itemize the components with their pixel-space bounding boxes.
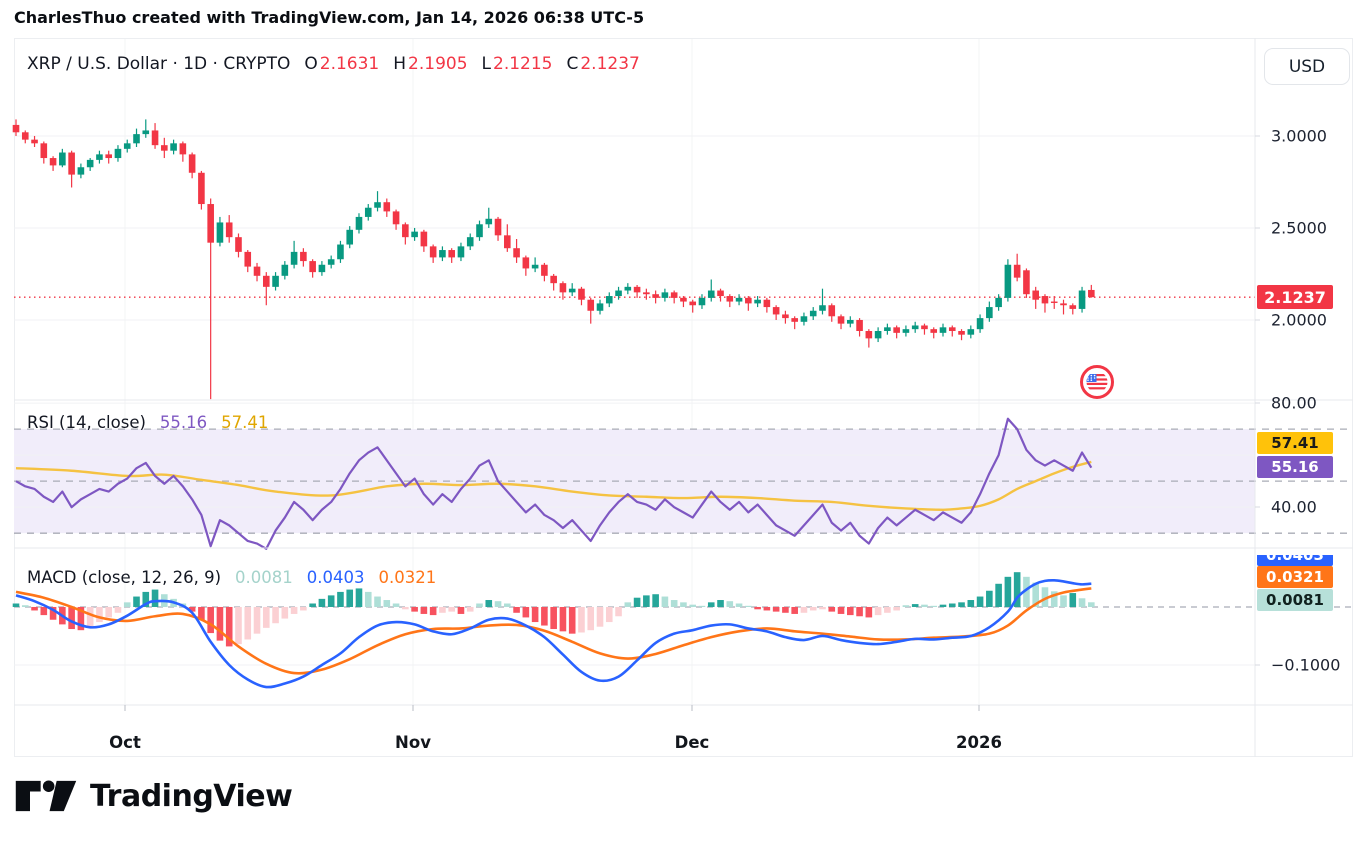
signal-badge: 0.0321	[1257, 566, 1333, 588]
rsi-value: 55.16	[159, 413, 208, 432]
tradingview-logo-mark	[15, 780, 77, 812]
rsi-ma-line	[15, 460, 1092, 511]
axis-label: 2.0000	[1271, 310, 1327, 330]
axis-label: 40.00	[1271, 497, 1317, 517]
time-label-nov: Nov	[395, 733, 431, 752]
rsi-title: RSI (14, close)	[27, 413, 146, 432]
symbol-legend: XRP / U.S. Dollar · 1D · CRYPTO O 2.1631…	[27, 54, 640, 74]
ohlc-low: L 2.1215	[481, 54, 553, 74]
rsi-legend: RSI (14, close) 55.16 57.41	[27, 413, 268, 432]
macd-hist-value: 0.0081	[235, 568, 293, 587]
axis-label: 3.0000	[1271, 126, 1327, 146]
time-label-dec: Dec	[674, 733, 710, 752]
rsi-band	[14, 429, 1255, 534]
axis-label: 80.00	[1271, 393, 1317, 413]
last-price-badge: 2.1237	[1257, 285, 1333, 309]
us-flag-marker-icon[interactable]	[1080, 365, 1114, 399]
symbol-title: XRP / U.S. Dollar · 1D · CRYPTO	[27, 54, 291, 74]
macd-title: MACD (close, 12, 26, 9)	[27, 568, 222, 587]
rsi-badge: 55.16	[1257, 456, 1333, 478]
macd-signal-line	[15, 587, 1092, 675]
macd-signal-value: 0.0321	[378, 568, 437, 587]
macd-line	[15, 578, 1092, 689]
ohlc-high: H 2.1905	[393, 54, 468, 74]
hist-badge: 0.0081	[1257, 589, 1333, 611]
ohlc-open: O 2.1631	[304, 54, 380, 74]
macd-legend: MACD (close, 12, 26, 9) 0.0081 0.0403 0.…	[27, 568, 436, 587]
candles-layer	[12, 119, 1095, 400]
time-label-2026: 2026	[956, 733, 1002, 752]
currency-toggle-button[interactable]: USD	[1264, 48, 1350, 85]
attribution-text: CharlesThuo created with TradingView.com…	[14, 8, 645, 27]
rsi-ma-value: 57.41	[221, 413, 269, 432]
rsi-line	[15, 417, 1093, 550]
tradingview-logo[interactable]: TradingView	[14, 774, 293, 818]
rsi-ma-badge: 57.41	[1257, 432, 1333, 454]
ohlc-close: C 2.1237	[566, 54, 640, 74]
macd-badge: 0.0403	[1257, 555, 1333, 566]
macd-line-value: 0.0403	[306, 568, 365, 587]
time-label-oct: Oct	[109, 733, 141, 752]
tradingview-logo-text: TradingView	[90, 778, 293, 814]
axis-label: 2.5000	[1271, 218, 1327, 238]
axis-label: −0.1000	[1271, 655, 1341, 675]
